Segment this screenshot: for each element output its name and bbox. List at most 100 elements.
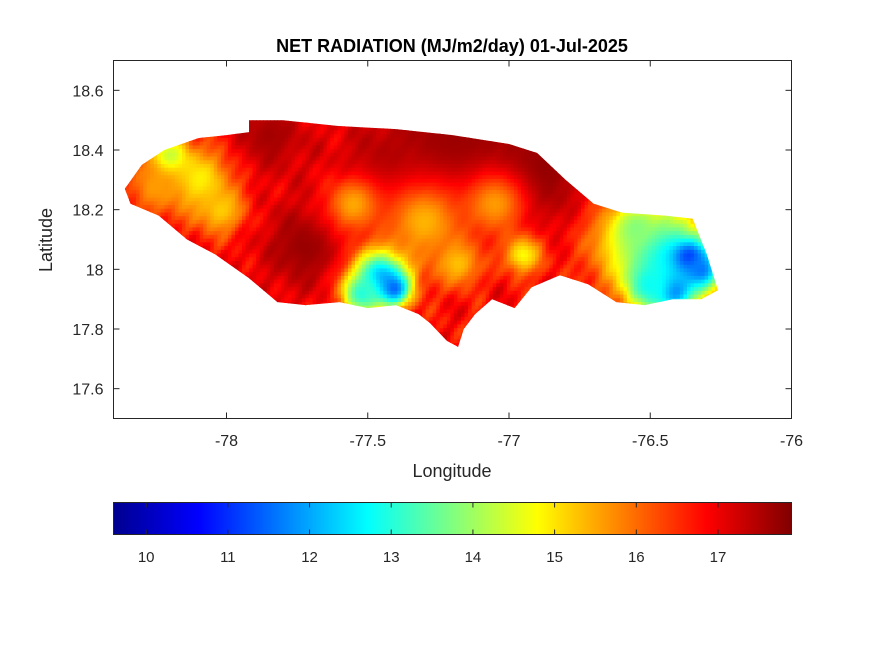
heatmap-cell: [263, 174, 268, 179]
heatmap-cell: [153, 189, 158, 194]
heatmap-cell: [238, 152, 243, 157]
heatmap-cell: [238, 238, 243, 243]
heatmap-cell: [305, 156, 310, 161]
heatmap-cell: [326, 245, 331, 250]
heatmap-cell: [330, 133, 335, 138]
heatmap-cell: [284, 208, 289, 213]
heatmap-cell: [185, 178, 190, 183]
heatmap-cell: [376, 230, 381, 235]
heatmap-cell: [302, 249, 307, 254]
heatmap-cell: [270, 204, 275, 209]
heatmap-cell: [386, 301, 391, 306]
heatmap-cell: [344, 167, 349, 172]
heatmap-cell: [376, 185, 381, 191]
heatmap-cell: [302, 241, 307, 247]
heatmap-cell: [383, 137, 388, 142]
heatmap-cell: [227, 211, 233, 217]
heatmap-cell: [309, 223, 314, 228]
heatmap-cell: [273, 293, 278, 299]
heatmap-cell: [266, 260, 271, 265]
heatmap-cell: [284, 260, 289, 265]
heatmap-cell: [171, 189, 176, 194]
heatmap-cell: [192, 152, 197, 157]
heatmap-cell: [351, 264, 356, 269]
heatmap-cell: [386, 170, 391, 176]
heatmap-cell: [287, 141, 293, 146]
heatmap-cell: [358, 185, 363, 191]
heatmap-cell: [235, 223, 240, 228]
heatmap-cell: [337, 204, 342, 209]
heatmap-cell: [386, 256, 391, 262]
heatmap-cell: [210, 148, 215, 153]
heatmap-cell: [305, 260, 310, 265]
heatmap-cell: [365, 256, 370, 262]
heatmap-cell: [182, 200, 187, 206]
heatmap-cell: [309, 271, 314, 276]
heatmap-cell: [316, 208, 321, 213]
heatmap-cell: [143, 163, 148, 168]
heatmap-cell: [358, 238, 363, 243]
heatmap-cell: [259, 238, 264, 243]
heatmap-cell: [305, 211, 310, 217]
heatmap-cell: [263, 279, 268, 284]
heatmap-cell: [312, 152, 317, 157]
heatmap-cell: [238, 226, 243, 232]
heatmap-cell: [245, 167, 250, 172]
heatmap-cell: [351, 182, 356, 187]
heatmap-cell: [206, 238, 211, 243]
heatmap-cell: [206, 208, 211, 213]
heatmap-cell: [217, 252, 222, 258]
heatmap-cell: [351, 144, 356, 150]
heatmap-cell: [330, 211, 335, 217]
heatmap-cell: [344, 193, 349, 198]
heatmap-cell: [277, 241, 282, 247]
heatmap-cell: [174, 174, 180, 179]
heatmap-cell: [337, 279, 342, 284]
heatmap-cell: [277, 223, 282, 228]
heatmap-cell: [376, 286, 381, 291]
heatmap-cell: [213, 152, 218, 157]
heatmap-cell: [344, 241, 349, 247]
heatmap-cell: [263, 238, 268, 243]
heatmap-cell: [185, 170, 190, 176]
heatmap-cell: [326, 178, 331, 183]
heatmap-cell: [372, 144, 377, 150]
heatmap-cell: [390, 211, 395, 217]
heatmap-cell: [298, 271, 303, 276]
heatmap-cell: [291, 297, 296, 303]
heatmap-cell: [305, 182, 310, 187]
heatmap-cell: [309, 159, 314, 165]
heatmap-cell: [284, 122, 289, 127]
heatmap-cell: [263, 193, 268, 198]
heatmap-cell: [277, 271, 282, 276]
heatmap-cell: [263, 252, 268, 258]
heatmap-cell: [309, 170, 314, 176]
heatmap-cell: [298, 260, 303, 265]
heatmap-cell: [340, 137, 346, 142]
heatmap-cell: [348, 241, 353, 247]
heatmap-cell: [309, 249, 314, 254]
heatmap-cell: [337, 182, 342, 187]
heatmap-cell: [185, 185, 190, 191]
heatmap-cell: [312, 170, 317, 176]
heatmap-cell: [220, 234, 226, 239]
heatmap-cell: [333, 275, 339, 280]
heatmap-cell: [393, 129, 399, 135]
heatmap-cell: [351, 185, 356, 191]
heatmap-cell: [298, 279, 303, 284]
heatmap-cell: [295, 122, 300, 127]
heatmap-cell: [270, 238, 275, 243]
heatmap-cell: [348, 297, 353, 303]
heatmap-cell: [362, 211, 367, 217]
heatmap-cell: [348, 301, 353, 306]
heatmap-cell: [348, 178, 353, 183]
heatmap-cell: [199, 219, 204, 224]
heatmap-cell: [263, 286, 268, 291]
heatmap-cell: [139, 167, 144, 172]
heatmap-cell: [259, 223, 264, 228]
heatmap-cell: [146, 159, 151, 165]
heatmap-cell: [270, 219, 275, 224]
heatmap-cell: [157, 189, 162, 194]
heatmap-cell: [157, 204, 162, 209]
heatmap-cell: [291, 159, 296, 165]
